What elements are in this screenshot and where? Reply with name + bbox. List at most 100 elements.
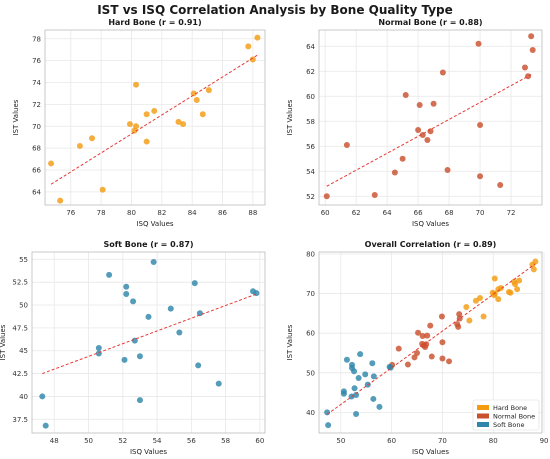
- data-point: [411, 354, 418, 361]
- data-point: [215, 380, 222, 387]
- data-point: [353, 391, 360, 398]
- data-point: [362, 371, 369, 378]
- x-tick-label: 70: [438, 437, 447, 445]
- data-point: [245, 43, 252, 50]
- y-tick-label: 66: [32, 167, 41, 175]
- data-point: [133, 81, 140, 88]
- data-point: [419, 332, 426, 339]
- data-point: [123, 291, 130, 298]
- data-point: [190, 90, 197, 97]
- y-tick-label: 52: [306, 193, 315, 201]
- x-tick-label: 60: [387, 437, 396, 445]
- x-tick-label: 50: [336, 437, 345, 445]
- data-point: [439, 339, 446, 346]
- data-point: [151, 107, 158, 114]
- data-point: [497, 182, 504, 188]
- y-axis-label: IST Values: [0, 324, 7, 360]
- figure-title: IST vs ISQ Correlation Analysis by Bone …: [97, 3, 453, 17]
- data-point: [126, 121, 133, 128]
- data-point: [57, 197, 64, 204]
- data-point: [123, 283, 130, 290]
- legend-box: [472, 399, 540, 431]
- data-point: [351, 385, 358, 392]
- data-point: [370, 373, 377, 380]
- data-point: [455, 323, 462, 330]
- data-point: [143, 111, 150, 118]
- panel-title: Overall Correlation (r = 0.89): [365, 240, 497, 249]
- x-tick-label: 86: [218, 209, 227, 217]
- x-axis-label: ISQ Values: [136, 220, 173, 228]
- x-axis-label: ISQ Values: [412, 448, 449, 456]
- x-tick-label: 88: [248, 209, 257, 217]
- y-tick-label: 78: [32, 35, 41, 43]
- data-point: [444, 167, 451, 173]
- chart-panel: 60 62 64 66 68 70 72 52 54 56 58 60 62 64 Normal Bone …: [286, 18, 543, 228]
- x-tick-label: 72: [507, 209, 516, 217]
- data-point: [414, 349, 421, 356]
- y-tick-label: 40: [19, 393, 28, 401]
- data-point: [176, 329, 183, 336]
- y-tick-label: 80: [306, 250, 315, 258]
- y-tick-label: 64: [32, 188, 41, 196]
- y-tick-label: 42.5: [12, 370, 28, 378]
- data-point: [507, 289, 514, 296]
- data-point: [516, 277, 523, 284]
- y-tick-label: 50: [306, 369, 315, 377]
- y-tick-label: 60: [306, 330, 315, 338]
- data-point: [415, 329, 422, 336]
- data-point: [369, 360, 376, 367]
- data-point: [371, 192, 378, 198]
- regression-line: [50, 54, 258, 185]
- x-tick-label: 48: [50, 437, 59, 445]
- data-point: [199, 111, 206, 118]
- x-tick-label: 56: [187, 437, 196, 445]
- y-tick-label: 50: [19, 302, 28, 310]
- data-point: [530, 266, 537, 273]
- y-tick-label: 40: [306, 409, 315, 417]
- y-tick-label: 45: [19, 347, 28, 355]
- legend-label: Soft Bone: [493, 421, 524, 429]
- data-point: [130, 298, 137, 305]
- legend-swatch: [477, 422, 489, 427]
- data-point: [343, 142, 350, 148]
- y-tick-label: 74: [32, 79, 41, 87]
- y-tick-label: 58: [306, 118, 315, 126]
- data-point: [195, 362, 202, 369]
- x-tick-label: 54: [153, 437, 162, 445]
- data-point: [528, 33, 535, 40]
- data-point: [529, 47, 536, 53]
- y-tick-label: 52.5: [12, 279, 28, 287]
- regression-line: [326, 73, 533, 187]
- legend-label: Normal Bone: [493, 413, 535, 421]
- data-point: [340, 390, 347, 397]
- y-tick-label: 54: [306, 168, 315, 176]
- y-tick-label: 72: [32, 101, 41, 109]
- x-tick-label: 50: [84, 437, 93, 445]
- data-point: [466, 317, 473, 324]
- data-point: [193, 97, 200, 103]
- data-point: [133, 123, 140, 130]
- data-point: [480, 313, 487, 320]
- data-point: [325, 422, 332, 429]
- data-point: [357, 351, 364, 358]
- data-point: [495, 296, 502, 303]
- plot-frame: [318, 251, 543, 434]
- x-tick-label: 68: [445, 209, 454, 217]
- data-point: [475, 40, 482, 47]
- y-tick-label: 47.5: [12, 324, 28, 332]
- data-point: [512, 281, 519, 288]
- data-point: [415, 127, 422, 133]
- data-point: [439, 355, 446, 362]
- chart-panel: 50 60 70 80 90 40 50 60 70 80 Overall Correlation …: [286, 240, 548, 456]
- data-point: [402, 92, 409, 98]
- data-point: [343, 356, 350, 363]
- data-point: [427, 322, 434, 329]
- data-point: [424, 137, 431, 143]
- y-tick-label: 55: [19, 256, 28, 264]
- plot-area: [32, 252, 265, 433]
- data-point: [532, 258, 539, 265]
- x-tick-label: 78: [97, 209, 106, 217]
